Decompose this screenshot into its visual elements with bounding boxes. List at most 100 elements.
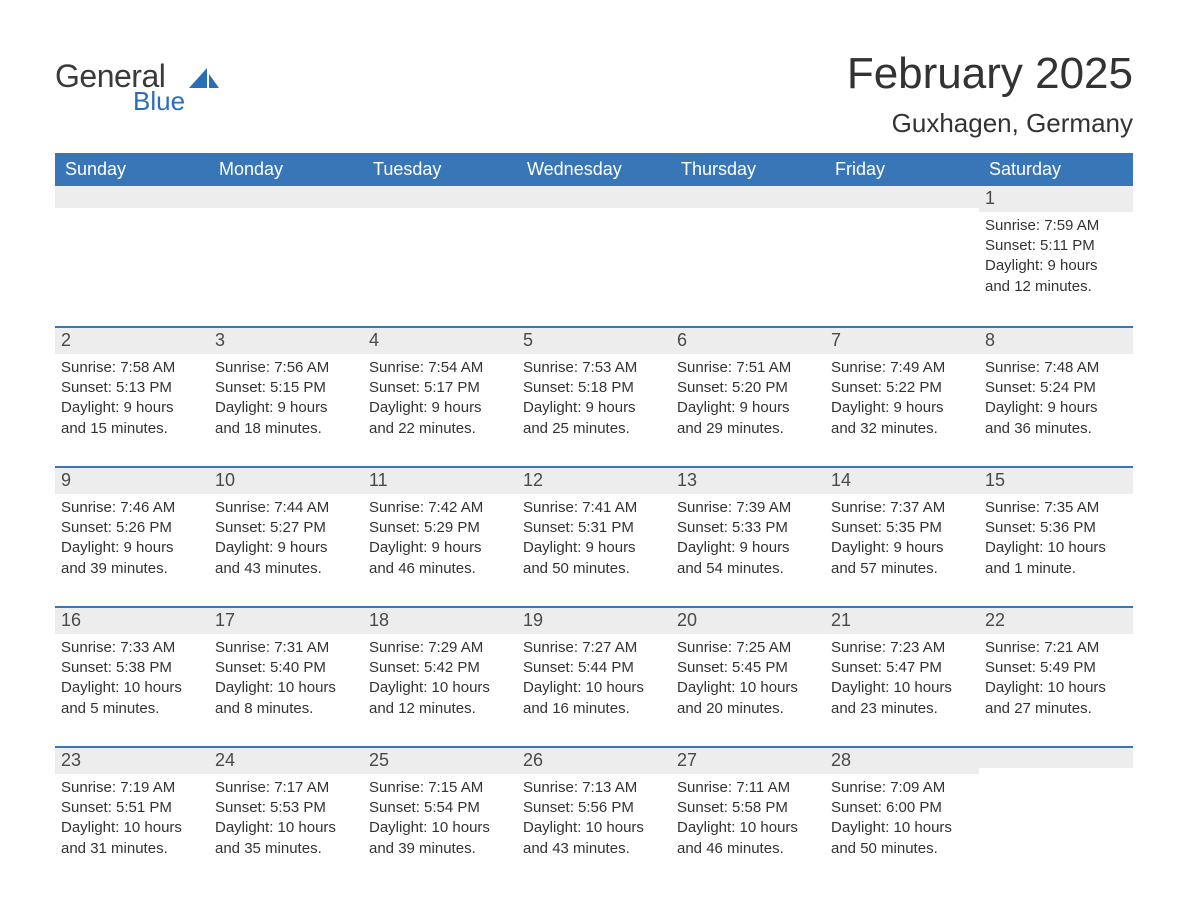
day-number: 2 — [55, 326, 209, 354]
day-cell: 4Sunrise: 7:54 AMSunset: 5:17 PMDaylight… — [363, 326, 517, 466]
day-cell: 19Sunrise: 7:27 AMSunset: 5:44 PMDayligh… — [517, 606, 671, 746]
calendar-cell: 1Sunrise: 7:59 AMSunset: 5:11 PMDaylight… — [979, 186, 1133, 326]
empty-daynum-strip — [55, 186, 209, 208]
daylight-line1: Daylight: 10 hours — [61, 818, 203, 838]
day-number: 19 — [517, 606, 671, 634]
sunset-text: Sunset: 5:22 PM — [831, 378, 973, 398]
calendar-week-row: 16Sunrise: 7:33 AMSunset: 5:38 PMDayligh… — [55, 606, 1133, 746]
day-details: Sunrise: 7:23 AMSunset: 5:47 PMDaylight:… — [825, 634, 979, 725]
day-details: Sunrise: 7:48 AMSunset: 5:24 PMDaylight:… — [979, 354, 1133, 445]
daylight-line2: and 8 minutes. — [215, 699, 357, 719]
sunrise-text: Sunrise: 7:17 AM — [215, 778, 357, 798]
day-details: Sunrise: 7:25 AMSunset: 5:45 PMDaylight:… — [671, 634, 825, 725]
sunrise-text: Sunrise: 7:49 AM — [831, 358, 973, 378]
day-number: 7 — [825, 326, 979, 354]
sunrise-text: Sunrise: 7:53 AM — [523, 358, 665, 378]
daylight-line2: and 50 minutes. — [831, 839, 973, 859]
sunset-text: Sunset: 5:58 PM — [677, 798, 819, 818]
day-details: Sunrise: 7:42 AMSunset: 5:29 PMDaylight:… — [363, 494, 517, 585]
day-number: 9 — [55, 466, 209, 494]
daylight-line1: Daylight: 10 hours — [985, 538, 1127, 558]
sunrise-text: Sunrise: 7:21 AM — [985, 638, 1127, 658]
empty-daynum-strip — [979, 746, 1133, 768]
empty-daynum-strip — [517, 186, 671, 208]
sunset-text: Sunset: 5:42 PM — [369, 658, 511, 678]
daylight-line2: and 57 minutes. — [831, 559, 973, 579]
daylight-line1: Daylight: 10 hours — [523, 678, 665, 698]
day-details: Sunrise: 7:53 AMSunset: 5:18 PMDaylight:… — [517, 354, 671, 445]
sunrise-text: Sunrise: 7:27 AM — [523, 638, 665, 658]
day-number: 13 — [671, 466, 825, 494]
day-cell: 7Sunrise: 7:49 AMSunset: 5:22 PMDaylight… — [825, 326, 979, 466]
calendar-week-row: 9Sunrise: 7:46 AMSunset: 5:26 PMDaylight… — [55, 466, 1133, 606]
daylight-line2: and 43 minutes. — [523, 839, 665, 859]
sunrise-text: Sunrise: 7:33 AM — [61, 638, 203, 658]
sunrise-text: Sunrise: 7:15 AM — [369, 778, 511, 798]
calendar-cell: 7Sunrise: 7:49 AMSunset: 5:22 PMDaylight… — [825, 326, 979, 466]
location-label: Guxhagen, Germany — [847, 108, 1133, 139]
sunset-text: Sunset: 5:31 PM — [523, 518, 665, 538]
day-cell: 3Sunrise: 7:56 AMSunset: 5:15 PMDaylight… — [209, 326, 363, 466]
day-number: 18 — [363, 606, 517, 634]
day-details: Sunrise: 7:13 AMSunset: 5:56 PMDaylight:… — [517, 774, 671, 865]
calendar-cell: 12Sunrise: 7:41 AMSunset: 5:31 PMDayligh… — [517, 466, 671, 606]
calendar-cell: 25Sunrise: 7:15 AMSunset: 5:54 PMDayligh… — [363, 746, 517, 876]
daylight-line1: Daylight: 9 hours — [61, 538, 203, 558]
sunset-text: Sunset: 5:36 PM — [985, 518, 1127, 538]
daylight-line2: and 32 minutes. — [831, 419, 973, 439]
daylight-line1: Daylight: 10 hours — [215, 678, 357, 698]
day-number: 6 — [671, 326, 825, 354]
sunset-text: Sunset: 5:45 PM — [677, 658, 819, 678]
daylight-line1: Daylight: 9 hours — [523, 398, 665, 418]
weekday-header-row: Sunday Monday Tuesday Wednesday Thursday… — [55, 153, 1133, 186]
day-number: 16 — [55, 606, 209, 634]
daylight-line1: Daylight: 10 hours — [369, 678, 511, 698]
daylight-line2: and 25 minutes. — [523, 419, 665, 439]
sunrise-text: Sunrise: 7:35 AM — [985, 498, 1127, 518]
header: General Blue February 2025 Guxhagen, Ger… — [55, 50, 1133, 147]
daylight-line1: Daylight: 10 hours — [985, 678, 1127, 698]
calendar-cell — [517, 186, 671, 326]
day-details: Sunrise: 7:59 AMSunset: 5:11 PMDaylight:… — [979, 212, 1133, 303]
day-details: Sunrise: 7:56 AMSunset: 5:15 PMDaylight:… — [209, 354, 363, 445]
daylight-line2: and 16 minutes. — [523, 699, 665, 719]
calendar-cell: 2Sunrise: 7:58 AMSunset: 5:13 PMDaylight… — [55, 326, 209, 466]
daylight-line2: and 31 minutes. — [61, 839, 203, 859]
day-details: Sunrise: 7:51 AMSunset: 5:20 PMDaylight:… — [671, 354, 825, 445]
calendar-cell: 14Sunrise: 7:37 AMSunset: 5:35 PMDayligh… — [825, 466, 979, 606]
month-title: February 2025 — [847, 50, 1133, 98]
empty-daynum-strip — [671, 186, 825, 208]
sunset-text: Sunset: 5:47 PM — [831, 658, 973, 678]
daylight-line2: and 12 minutes. — [985, 277, 1127, 297]
daylight-line2: and 22 minutes. — [369, 419, 511, 439]
sunrise-text: Sunrise: 7:11 AM — [677, 778, 819, 798]
day-details: Sunrise: 7:09 AMSunset: 6:00 PMDaylight:… — [825, 774, 979, 865]
day-number: 28 — [825, 746, 979, 774]
sunrise-text: Sunrise: 7:42 AM — [369, 498, 511, 518]
sunset-text: Sunset: 5:18 PM — [523, 378, 665, 398]
sunset-text: Sunset: 5:56 PM — [523, 798, 665, 818]
day-cell: 18Sunrise: 7:29 AMSunset: 5:42 PMDayligh… — [363, 606, 517, 746]
sunset-text: Sunset: 5:24 PM — [985, 378, 1127, 398]
day-number: 1 — [979, 186, 1133, 212]
calendar-cell: 10Sunrise: 7:44 AMSunset: 5:27 PMDayligh… — [209, 466, 363, 606]
day-cell: 10Sunrise: 7:44 AMSunset: 5:27 PMDayligh… — [209, 466, 363, 606]
day-number: 15 — [979, 466, 1133, 494]
sunset-text: Sunset: 5:51 PM — [61, 798, 203, 818]
day-details: Sunrise: 7:58 AMSunset: 5:13 PMDaylight:… — [55, 354, 209, 445]
daylight-line1: Daylight: 9 hours — [831, 538, 973, 558]
day-number: 14 — [825, 466, 979, 494]
day-cell: 23Sunrise: 7:19 AMSunset: 5:51 PMDayligh… — [55, 746, 209, 876]
sunrise-text: Sunrise: 7:41 AM — [523, 498, 665, 518]
sunset-text: Sunset: 5:54 PM — [369, 798, 511, 818]
daylight-line2: and 29 minutes. — [677, 419, 819, 439]
day-cell: 5Sunrise: 7:53 AMSunset: 5:18 PMDaylight… — [517, 326, 671, 466]
day-number: 5 — [517, 326, 671, 354]
sunrise-text: Sunrise: 7:48 AM — [985, 358, 1127, 378]
sunset-text: Sunset: 5:13 PM — [61, 378, 203, 398]
sunrise-text: Sunrise: 7:39 AM — [677, 498, 819, 518]
calendar-cell: 11Sunrise: 7:42 AMSunset: 5:29 PMDayligh… — [363, 466, 517, 606]
calendar-cell: 26Sunrise: 7:13 AMSunset: 5:56 PMDayligh… — [517, 746, 671, 876]
calendar-cell: 3Sunrise: 7:56 AMSunset: 5:15 PMDaylight… — [209, 326, 363, 466]
daylight-line2: and 36 minutes. — [985, 419, 1127, 439]
